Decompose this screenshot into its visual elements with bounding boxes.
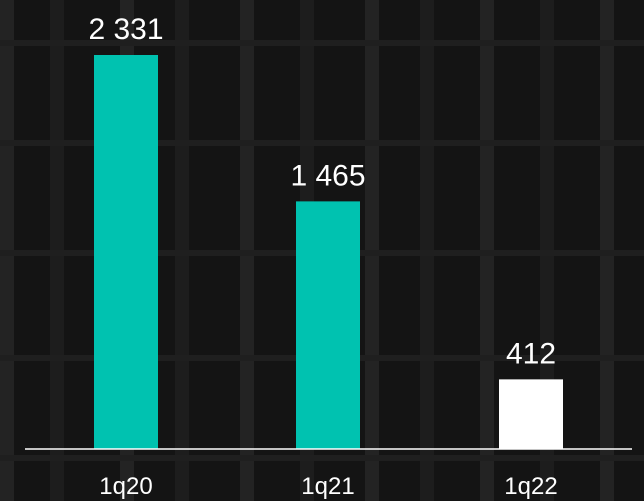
- x-tick-1q22: 1q22: [504, 473, 557, 500]
- x-tick-labels-group: 1q20 1q21 1q22: [99, 473, 557, 500]
- value-label-1q22: 412: [506, 337, 556, 370]
- facade-floor-band: [0, 40, 644, 46]
- bar-1q22: [499, 379, 563, 449]
- x-tick-1q20: 1q20: [99, 473, 152, 500]
- facade-floor-band: [0, 140, 644, 146]
- value-label-1q20: 2 331: [88, 13, 163, 46]
- facade-floor-band: [0, 455, 644, 461]
- value-labels-group: 2 331 1 465 412: [88, 13, 556, 370]
- bars-group: [94, 55, 563, 449]
- x-tick-1q21: 1q21: [301, 473, 354, 500]
- bar-1q21: [296, 201, 360, 449]
- value-label-1q21: 1 465: [290, 159, 365, 192]
- bar-1q20: [94, 55, 158, 449]
